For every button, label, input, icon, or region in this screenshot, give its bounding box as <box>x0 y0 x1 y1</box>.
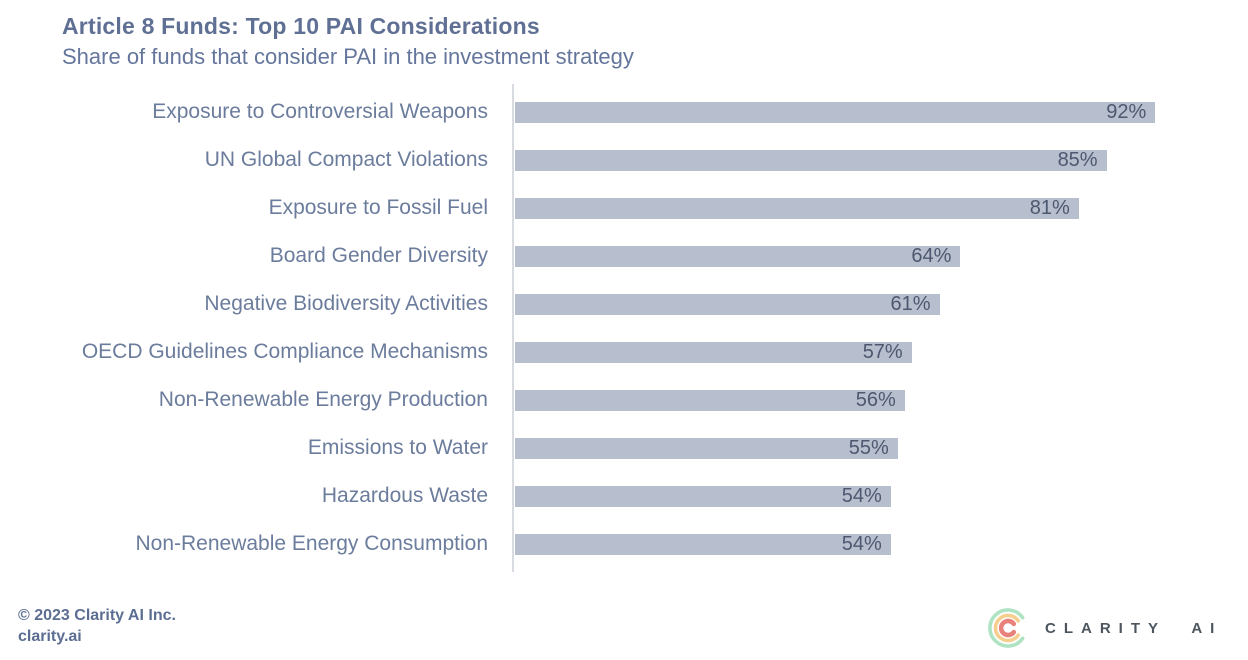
bar: 64% <box>515 244 961 267</box>
bar-row: Negative Biodiversity Activities 61% <box>0 280 1248 328</box>
category-label: Non-Renewable Energy Consumption <box>135 532 488 555</box>
category-label: OECD Guidelines Compliance Mechanisms <box>81 340 488 363</box>
y-axis-line <box>512 84 514 572</box>
copyright-text: © 2023 Clarity AI Inc. <box>18 607 176 624</box>
bar-track: 56% <box>513 388 1248 411</box>
bar-value-label: 57% <box>862 340 903 363</box>
bar-row: UN Global Compact Violations 85% <box>0 136 1248 184</box>
bar-track: 57% <box>513 340 1248 363</box>
bar-track: 54% <box>513 532 1248 555</box>
clarity-ai-logo: CLARITY AI <box>986 606 1222 650</box>
bar: 54% <box>515 484 891 507</box>
bar: 54% <box>515 532 891 555</box>
bar-row: Hazardous Waste 54% <box>0 472 1248 520</box>
bar: 55% <box>515 436 898 459</box>
category-label: Board Gender Diversity <box>269 244 488 267</box>
bar-value-label: 81% <box>1029 196 1070 219</box>
bar-value-label: 55% <box>848 436 889 459</box>
category-label: Exposure to Fossil Fuel <box>268 196 488 219</box>
category-label: Hazardous Waste <box>321 484 488 507</box>
category-label: Emissions to Water <box>307 436 488 459</box>
bar-value-label: 54% <box>841 484 882 507</box>
clarity-concentric-c-icon <box>988 608 1025 648</box>
bar: 92% <box>515 100 1156 123</box>
footer-attribution: © 2023 Clarity AI Inc. clarity.ai <box>18 605 176 647</box>
bar-track: 92% <box>513 100 1248 123</box>
bar-row: Exposure to Controversial Weapons 92% <box>0 88 1248 136</box>
bar-track: 54% <box>513 484 1248 507</box>
bar-track: 81% <box>513 196 1248 219</box>
bar: 61% <box>515 292 940 315</box>
bar-rows: Exposure to Controversial Weapons 92% UN… <box>0 88 1248 568</box>
bar: 85% <box>515 148 1107 171</box>
bar-value-label: 85% <box>1057 148 1098 171</box>
bar-chart: Exposure to Controversial Weapons 92% UN… <box>0 84 1248 572</box>
bar-row: Non-Renewable Energy Consumption 54% <box>0 520 1248 568</box>
bar-row: Emissions to Water 55% <box>0 424 1248 472</box>
chart-title: Article 8 Funds: Top 10 PAI Consideratio… <box>62 13 540 39</box>
bar-value-label: 54% <box>841 532 882 555</box>
bar: 56% <box>515 388 905 411</box>
bar-track: 61% <box>513 292 1248 315</box>
chart-header: Article 8 Funds: Top 10 PAI Consideratio… <box>62 13 634 70</box>
bar-row: OECD Guidelines Compliance Mechanisms 57… <box>0 328 1248 376</box>
bar-track: 85% <box>513 148 1248 171</box>
bar-row: Board Gender Diversity 64% <box>0 232 1248 280</box>
chart-subtitle: Share of funds that consider PAI in the … <box>62 44 634 69</box>
bar: 81% <box>515 196 1079 219</box>
category-label: Exposure to Controversial Weapons <box>152 100 488 123</box>
bar-row: Non-Renewable Energy Production 56% <box>0 376 1248 424</box>
bar: 57% <box>515 340 912 363</box>
category-label: Negative Biodiversity Activities <box>204 292 488 315</box>
bar-track: 55% <box>513 436 1248 459</box>
bar-value-label: 56% <box>855 388 896 411</box>
website-text: clarity.ai <box>18 628 82 645</box>
bar-value-label: 92% <box>1106 100 1147 123</box>
bar-value-label: 61% <box>890 292 931 315</box>
bar-value-label: 64% <box>911 244 952 267</box>
bar-track: 64% <box>513 244 1248 267</box>
category-label: UN Global Compact Violations <box>204 148 488 171</box>
bar-row: Exposure to Fossil Fuel 81% <box>0 184 1248 232</box>
category-label: Non-Renewable Energy Production <box>158 388 488 411</box>
clarity-ai-wordmark: CLARITY AI <box>1045 619 1223 637</box>
